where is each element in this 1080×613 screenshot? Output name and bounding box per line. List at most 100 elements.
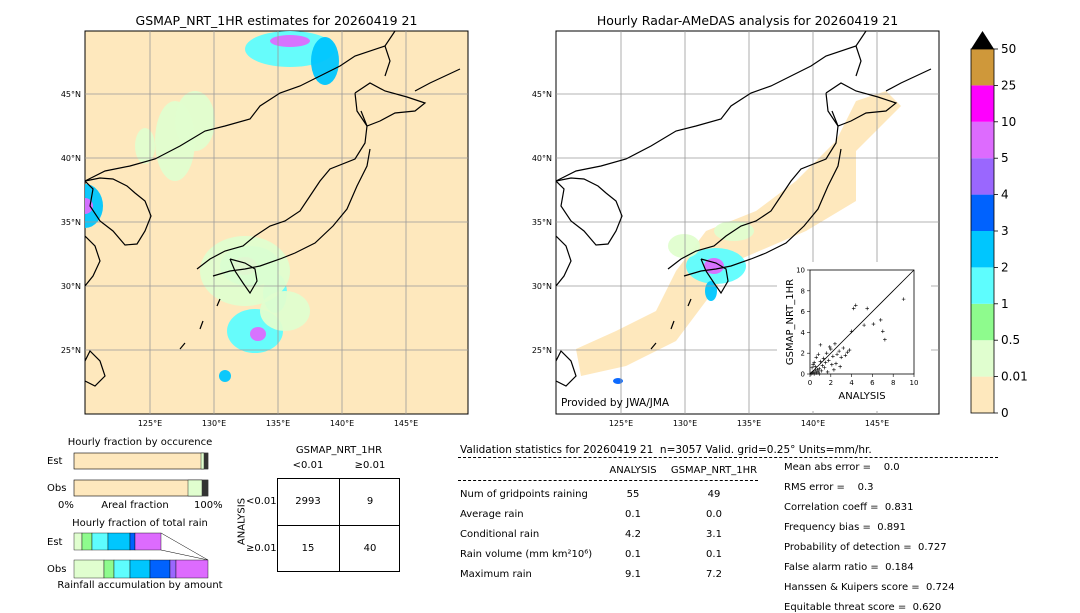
validation-table-dashes (458, 480, 758, 481)
scatter-point (814, 355, 819, 360)
scatter-point (813, 364, 817, 369)
rm-lon-label: 130°E (673, 419, 697, 428)
scatter-point (871, 322, 876, 326)
rm-coastline (855, 45, 862, 77)
lm-coastline (212, 148, 371, 277)
rm-coastline (667, 110, 839, 270)
scatter-point (820, 363, 825, 368)
scatter-point (865, 306, 869, 311)
validation-row-label: Num of gridpoints raining (460, 489, 588, 500)
scatter-point (825, 370, 830, 374)
scatter-point (835, 352, 839, 357)
rm-lat-label: 40°N (532, 154, 552, 163)
rm-lat-label: 25°N (532, 346, 552, 355)
validation-score: False alarm ratio = 0.184 (784, 562, 914, 573)
validation-row-analysis: 9.1 (625, 569, 641, 580)
scatter-ytick-label: 4 (801, 329, 806, 337)
scatter-ytick-label: 0 (801, 371, 805, 379)
rain-bar-est-segment (134, 532, 162, 551)
contingency-col-2: ≥0.01 (354, 460, 386, 471)
lm-lon-label: 145°E (394, 419, 418, 428)
scatter-point (838, 364, 842, 369)
scatter-xtick-label: 2 (829, 379, 833, 387)
scatter-point (841, 346, 846, 350)
scatter-point (812, 360, 816, 365)
lm-rain-area (85, 184, 103, 228)
rm-coastline (670, 320, 675, 330)
colorbar-label: 0.01 (1001, 370, 1028, 384)
lm-lon-label: 125°E (138, 419, 162, 428)
rain-bar-obs-segment (149, 559, 171, 579)
lm-lat-label: 40°N (61, 154, 81, 163)
scatter-point (809, 372, 813, 376)
colorbar-segment (971, 49, 994, 86)
occurrence-bar-obs-segment (187, 479, 203, 497)
scatter-point (830, 362, 834, 367)
lm-coastline (354, 82, 427, 127)
rm-rain-area (668, 234, 700, 258)
scatter-point (883, 337, 887, 342)
scatter-point (817, 372, 822, 376)
rain-bar-obs-segment (73, 559, 105, 579)
scatter-point (816, 352, 821, 357)
validation-score: Hanssen & Kuipers score = 0.724 (784, 582, 955, 593)
scatter-point (821, 356, 826, 361)
colorbar-label: 3 (1001, 224, 1009, 238)
lm-rain-area (219, 370, 231, 382)
occurrence-bar-est-segment (200, 452, 205, 470)
colorbar-segment (971, 340, 994, 377)
lm-inner (85, 31, 468, 414)
rm-inner (556, 31, 939, 414)
scatter-ytick-label: 6 (801, 308, 806, 316)
lm-rain-area (227, 309, 283, 353)
colorbar-label: 2 (1001, 260, 1009, 274)
validation-col-analysis: ANALYSIS (609, 465, 657, 476)
validation-row-gsmap: 0.0 (706, 509, 722, 520)
rm-rain-area (705, 281, 717, 301)
lm-coastline (85, 177, 152, 246)
colorbar-label: 5 (1001, 151, 1009, 165)
colorbar-label: 1 (1001, 297, 1009, 311)
validation-header: Validation statistics for 20260419 21 n=… (460, 444, 872, 456)
right-map-title: Hourly Radar-AMeDAS analysis for 2026041… (596, 13, 899, 28)
lm-coastline (414, 68, 461, 92)
rm-coastline (650, 342, 657, 350)
scatter-xtick-label: 6 (870, 379, 875, 387)
validation-score: Correlation coeff = 0.831 (784, 502, 914, 513)
rain-label-obs: Obs (47, 564, 67, 575)
scatter-point (815, 368, 820, 372)
rain-bar-connector (160, 549, 209, 561)
rain-bar-obs-segment (129, 559, 151, 579)
validation-row-analysis: 4.2 (625, 529, 641, 540)
rm-coastline (683, 148, 842, 277)
colorbar-segment (971, 267, 994, 304)
scatter-point (816, 370, 821, 374)
scatter-diagonal (809, 269, 915, 375)
colorbar-segment (971, 303, 994, 341)
contingency-hline (277, 525, 400, 526)
lm-rain-area (260, 291, 310, 331)
provided-by: Provided by JWA/JMA (561, 397, 670, 409)
rm-frame (555, 30, 940, 415)
lm-coastline (85, 349, 106, 387)
occurrence-title: Hourly fraction by occurence (67, 437, 213, 448)
rm-analysis-coverage (576, 91, 901, 376)
lm-rain-area (263, 273, 287, 313)
occurrence-tick-0: 0% (58, 500, 74, 511)
lm-rain-area (200, 236, 290, 306)
scatter-point (813, 369, 817, 373)
rain-bar-est-segment (73, 532, 83, 551)
lm-rain-area (233, 257, 257, 275)
validation-row-analysis: 55 (626, 489, 640, 500)
scatter-point (824, 351, 829, 355)
scatter-point (851, 306, 856, 311)
rm-lon-label: 135°E (737, 419, 761, 428)
colorbar-segment (971, 231, 994, 268)
occurrence-xlabel: Areal fraction (101, 500, 169, 511)
rain-xlabel: Rainfall accumulation by amount (57, 580, 223, 591)
lm-lat-label: 35°N (61, 218, 81, 227)
contingency-row-1: <0.01 (246, 496, 277, 507)
lm-coastline (85, 31, 396, 182)
lm-lat-label: 25°N (61, 346, 81, 355)
scatter-background (777, 262, 931, 411)
